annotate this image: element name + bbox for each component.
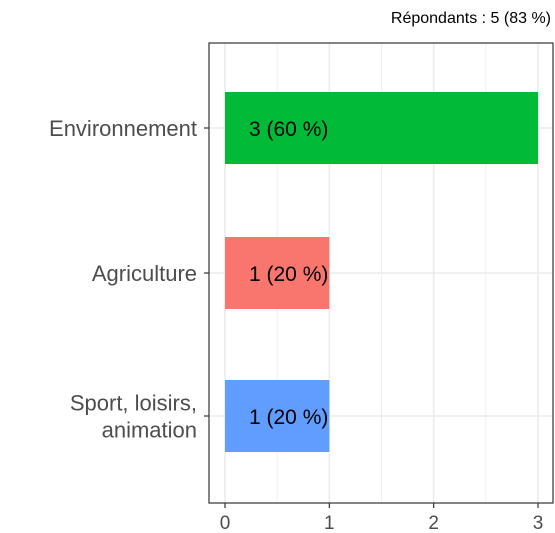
bar-data-label: 3 (60 %) [249, 118, 328, 141]
bar-data-label: 1 (20 %) [249, 406, 328, 429]
category-label: animation [102, 418, 197, 443]
category-label: Environnement [49, 116, 197, 141]
chart-subtitle: Répondants : 5 (83 %) [391, 10, 551, 27]
bar [225, 380, 330, 452]
bar-data-label: 1 (20 %) [249, 263, 328, 286]
x-tick-label: 3 [533, 513, 544, 533]
x-tick-label: 2 [428, 513, 439, 533]
y-axis: Environnement Agriculture Sport, loisirs,a… [49, 116, 209, 443]
x-axis: 0 1 2 3 [220, 503, 544, 533]
bar [225, 92, 538, 164]
bar [225, 237, 330, 309]
category-label: Sport, loisirs, [70, 391, 197, 416]
x-tick-label: 1 [324, 513, 335, 533]
x-tick-label: 0 [220, 513, 231, 533]
bars-group: 3 (60 %) 1 (20 %) 1 (20 %) [225, 92, 538, 452]
category-label: Agriculture [92, 261, 197, 286]
